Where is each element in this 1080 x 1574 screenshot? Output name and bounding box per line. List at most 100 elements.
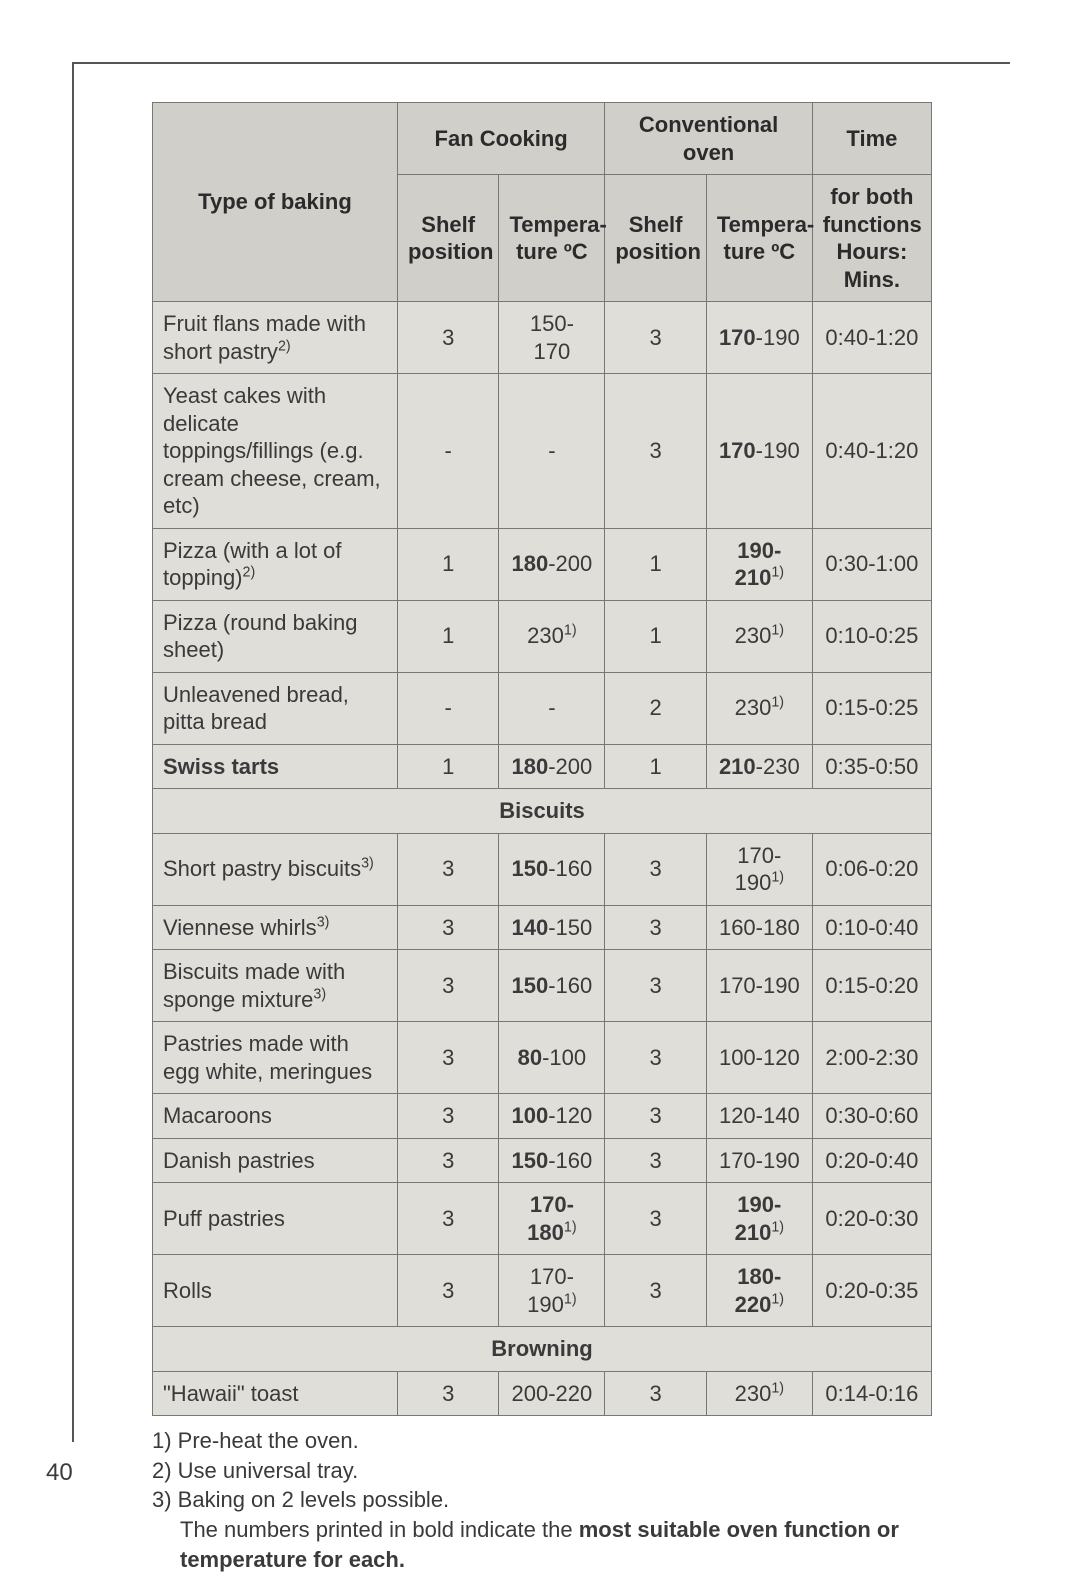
cell-time: 0:20-0:40	[812, 1138, 931, 1183]
cell-time: 0:15-0:25	[812, 672, 931, 744]
cell-time: 0:06-0:20	[812, 833, 931, 905]
th-fan-group: Fan Cooking	[397, 103, 604, 175]
cell-time: 0:10-0:25	[812, 600, 931, 672]
cell-conv-temp: 120-140	[706, 1094, 812, 1139]
footnotes: 1) Pre-heat the oven. 2) Use universal t…	[152, 1426, 932, 1574]
label: Tempera- ture	[717, 212, 814, 265]
section-header: Biscuits	[153, 789, 932, 834]
cell-fan-temp: 180-200	[499, 528, 605, 600]
cell-fan-shelf: 3	[397, 833, 499, 905]
cell-type: "Hawaii" toast	[153, 1371, 398, 1416]
label: Shelf position	[615, 212, 701, 265]
cell-fan-shelf: 3	[397, 1022, 499, 1094]
cell-conv-shelf: 3	[605, 950, 707, 1022]
cell-conv-shelf: 3	[605, 1094, 707, 1139]
cell-conv-shelf: 3	[605, 1255, 707, 1327]
cell-conv-shelf: 3	[605, 302, 707, 374]
note-extra-plain: The numbers printed in bold indicate the	[180, 1517, 579, 1542]
cell-conv-shelf: 3	[605, 833, 707, 905]
cell-type: Swiss tarts	[153, 744, 398, 789]
cell-time: 0:35-0:50	[812, 744, 931, 789]
table-row: Pastries made with egg white, meringues3…	[153, 1022, 932, 1094]
table-row: Fruit flans made with short pastry2)3150…	[153, 302, 932, 374]
cell-fan-temp: 2301)	[499, 600, 605, 672]
table-row: Danish pastries3150-1603170-1900:20-0:40	[153, 1138, 932, 1183]
cell-conv-temp: 170-190	[706, 302, 812, 374]
cell-conv-temp: 170-190	[706, 950, 812, 1022]
cell-conv-temp: 170-190	[706, 374, 812, 529]
cell-type: Viennese whirls3)	[153, 905, 398, 950]
table-row: Puff pastries3170-1801)3190-2101)0:20-0:…	[153, 1183, 932, 1255]
cell-fan-temp: 150-160	[499, 833, 605, 905]
cell-fan-temp: 80-100	[499, 1022, 605, 1094]
cell-type: Pizza (round baking sheet)	[153, 600, 398, 672]
cell-fan-temp: -	[499, 672, 605, 744]
cell-fan-temp: 170-1801)	[499, 1183, 605, 1255]
cell-conv-temp: 210-230	[706, 744, 812, 789]
cell-fan-shelf: 1	[397, 528, 499, 600]
table-row: Unleavened bread, pitta bread--22301)0:1…	[153, 672, 932, 744]
cell-time: 0:20-0:30	[812, 1183, 931, 1255]
cell-fan-shelf: -	[397, 374, 499, 529]
cell-time: 2:00-2:30	[812, 1022, 931, 1094]
label: Tempera- ture	[509, 212, 606, 265]
cell-conv-shelf: 3	[605, 1022, 707, 1094]
cell-fan-temp: 100-120	[499, 1094, 605, 1139]
cell-conv-shelf: 1	[605, 528, 707, 600]
cell-conv-temp: 2301)	[706, 672, 812, 744]
page-frame: Type of baking Fan Cooking Conventional …	[72, 62, 1010, 1442]
cell-time: 0:30-1:00	[812, 528, 931, 600]
table-row: Pizza (with a lot of topping)2)1180-2001…	[153, 528, 932, 600]
cell-time: 0:40-1:20	[812, 374, 931, 529]
cell-fan-shelf: 3	[397, 1371, 499, 1416]
table-body: Fruit flans made with short pastry2)3150…	[153, 302, 932, 1416]
cell-type: Pastries made with egg white, meringues	[153, 1022, 398, 1094]
cell-type: Short pastry biscuits3)	[153, 833, 398, 905]
th-conv-shelf: Shelf position	[605, 175, 707, 302]
table-row: Biscuits made with sponge mixture3)3150-…	[153, 950, 932, 1022]
cell-type: Pizza (with a lot of topping)2)	[153, 528, 398, 600]
cell-type: Danish pastries	[153, 1138, 398, 1183]
section-header: Browning	[153, 1327, 932, 1372]
cell-conv-temp: 170-190	[706, 1138, 812, 1183]
cell-fan-temp: 150- 170	[499, 302, 605, 374]
cell-fan-shelf: 3	[397, 302, 499, 374]
cell-fan-shelf: 1	[397, 744, 499, 789]
baking-table: Type of baking Fan Cooking Conventional …	[152, 102, 932, 1416]
table-row: "Hawaii" toast3200-22032301)0:14-0:16	[153, 1371, 932, 1416]
cell-fan-shelf: 3	[397, 905, 499, 950]
table-row: Pizza (round baking sheet)12301)12301)0:…	[153, 600, 932, 672]
cell-fan-shelf: 3	[397, 1183, 499, 1255]
cell-conv-shelf: 3	[605, 1183, 707, 1255]
cell-conv-shelf: 3	[605, 374, 707, 529]
table-row: Macaroons3100-1203120-1400:30-0:60	[153, 1094, 932, 1139]
cell-type: Rolls	[153, 1255, 398, 1327]
cell-fan-temp: 180-200	[499, 744, 605, 789]
cell-time: 0:15-0:20	[812, 950, 931, 1022]
cell-type: Puff pastries	[153, 1183, 398, 1255]
table-row: Short pastry biscuits3)3150-1603170-1901…	[153, 833, 932, 905]
cell-time: 0:40-1:20	[812, 302, 931, 374]
cell-fan-shelf: -	[397, 672, 499, 744]
unit: ºC	[771, 239, 795, 264]
th-fan-shelf: Shelf position	[397, 175, 499, 302]
cell-conv-shelf: 2	[605, 672, 707, 744]
table-row: Yeast cakes with delicate toppings/filli…	[153, 374, 932, 529]
th-conv-temp: Tempera- ture ºC	[706, 175, 812, 302]
th-time: Time	[812, 103, 931, 175]
cell-conv-temp: 190-2101)	[706, 1183, 812, 1255]
cell-conv-temp: 190-2101)	[706, 528, 812, 600]
cell-fan-shelf: 1	[397, 600, 499, 672]
th-conv-group: Conventional oven	[605, 103, 812, 175]
table-row: Viennese whirls3)3140-1503160-1800:10-0:…	[153, 905, 932, 950]
cell-fan-temp: 170-1901)	[499, 1255, 605, 1327]
cell-time: 0:30-0:60	[812, 1094, 931, 1139]
cell-time: 0:10-0:40	[812, 905, 931, 950]
cell-conv-temp: 100-120	[706, 1022, 812, 1094]
th-time-sub: for both functions Hours: Mins.	[812, 175, 931, 302]
cell-conv-temp: 170-1901)	[706, 833, 812, 905]
cell-conv-temp: 2301)	[706, 600, 812, 672]
cell-fan-temp: 150-160	[499, 1138, 605, 1183]
cell-conv-shelf: 1	[605, 600, 707, 672]
table-row: Browning	[153, 1327, 932, 1372]
